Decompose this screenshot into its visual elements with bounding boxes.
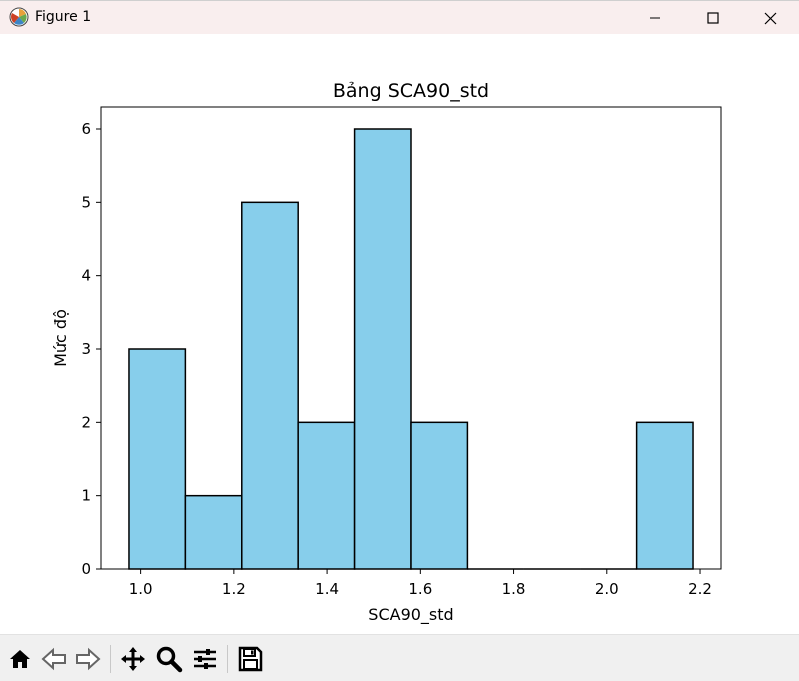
x-tick-label: 2.0 — [595, 580, 619, 598]
y-tick-label: 1 — [81, 487, 91, 505]
close-button[interactable] — [741, 1, 799, 35]
histogram-bar — [353, 128, 412, 570]
y-tick-label: 4 — [81, 267, 91, 285]
x-tick-label: 1.8 — [502, 580, 526, 598]
histogram-bar — [241, 201, 299, 570]
configure-subplots-button[interactable] — [189, 643, 221, 675]
save-button[interactable] — [234, 643, 266, 675]
back-button[interactable] — [38, 643, 70, 675]
y-tick-label: 6 — [81, 120, 91, 138]
y-tick-label: 3 — [81, 340, 91, 358]
maximize-button[interactable] — [684, 1, 742, 35]
chart-title: Bảng SCA90_std — [333, 80, 489, 102]
x-tick-label: 1.6 — [408, 580, 432, 598]
toolbar-separator — [110, 645, 111, 673]
configure-subplots-icon — [194, 649, 216, 669]
y-tick-label: 5 — [81, 193, 91, 211]
histogram-bar — [297, 421, 356, 570]
figure-canvas: Bảng SCA90_std 1.0 1.2 1.4 1.6 1.8 2.0 2.2 0 1 2… — [0, 34, 799, 634]
close-icon — [764, 12, 776, 24]
save-icon — [238, 646, 263, 672]
histogram-bar — [410, 421, 469, 570]
forward-button[interactable] — [72, 643, 104, 675]
forward-icon — [76, 647, 101, 671]
toolbar-separator — [227, 645, 228, 673]
y-tick-label: 2 — [81, 413, 91, 431]
y-axis-ticks: 0 1 2 3 4 5 6 — [81, 120, 101, 578]
x-axis-ticks: 1.0 1.2 1.4 1.6 1.8 2.0 2.2 — [129, 569, 712, 598]
zoom-icon — [156, 646, 183, 673]
maximize-icon — [707, 12, 719, 24]
plot-frame — [100, 106, 722, 570]
matplotlib-app-icon — [9, 7, 29, 27]
minimize-icon — [650, 17, 660, 19]
back-icon — [41, 647, 66, 671]
home-button[interactable] — [4, 643, 36, 675]
histogram-chart: Bảng SCA90_std 1.0 1.2 1.4 1.6 1.8 2.0 2.2 0 1 2… — [51, 80, 722, 625]
zoom-button[interactable] — [153, 643, 185, 675]
x-axis-label: SCA90_std — [368, 605, 453, 625]
x-tick-label: 1.2 — [222, 580, 246, 598]
pan-icon — [121, 647, 145, 671]
home-icon — [10, 650, 30, 668]
pan-button[interactable] — [117, 643, 149, 675]
minimize-button[interactable] — [626, 1, 684, 35]
y-axis-label: Mức độ — [51, 309, 70, 367]
x-tick-label: 2.2 — [688, 580, 712, 598]
y-tick-label: 0 — [81, 560, 91, 578]
histogram-bar — [635, 421, 694, 570]
window-title: Figure 1 — [35, 9, 92, 25]
window-titlebar: Figure 1 — [0, 0, 799, 34]
histogram-bar — [184, 494, 243, 570]
histogram-bar — [128, 348, 187, 570]
x-tick-label: 1.4 — [315, 580, 339, 598]
navigation-toolbar — [0, 634, 799, 681]
bars-group — [128, 128, 694, 570]
x-tick-label: 1.0 — [129, 580, 153, 598]
